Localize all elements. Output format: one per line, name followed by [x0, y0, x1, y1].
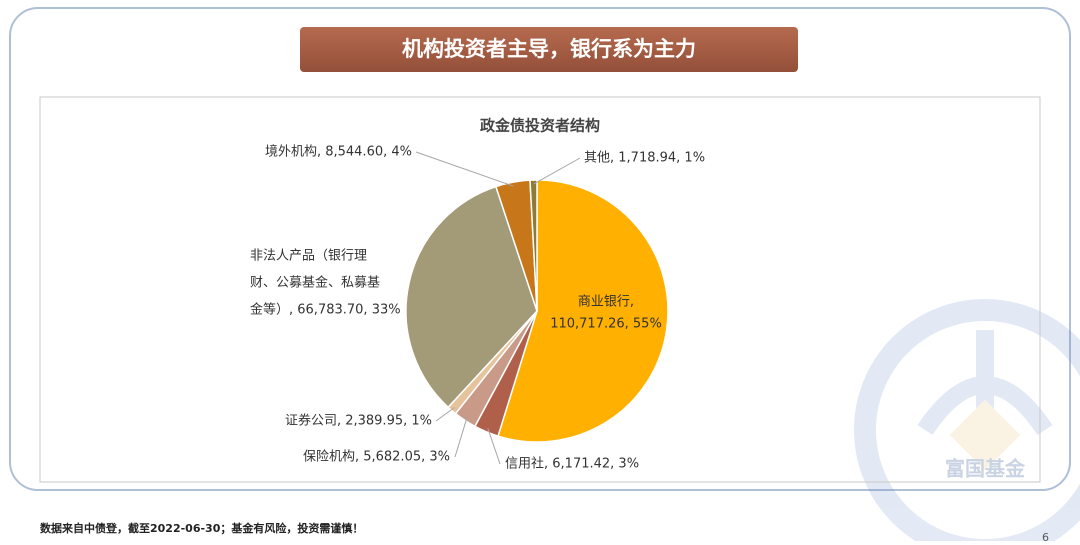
- watermark-text: 富国基金: [945, 457, 1026, 481]
- pie: 商业银行, 110,717.26, 55% 信用社, 6,171.42, 3% 保险机…: [250, 145, 705, 472]
- leader-line: [533, 157, 581, 185]
- leader-line: [487, 427, 501, 465]
- data-label: 财、公募基金、私募基: [250, 275, 380, 291]
- leader-line: [415, 151, 514, 187]
- footer: 数据来自中债登，截至2022-06-30；基金有风险，投资需谨慎！: [40, 521, 363, 535]
- data-label: 非法人产品（银行理: [250, 249, 367, 264]
- watermark-logo: [854, 299, 1080, 545]
- pie-slice: [405, 185, 538, 409]
- page-number: 6: [1042, 531, 1049, 541]
- pie-slice: [529, 179, 538, 312]
- data-label: 其他, 1,718.94, 1%: [584, 151, 705, 166]
- title-box: [300, 27, 798, 72]
- data-label: 保险机构, 5,682.05, 3%: [303, 450, 450, 465]
- data-label: 金等）, 66,783.70, 33%: [250, 302, 401, 318]
- data-label: 信用社, 6,171.42, 3%: [505, 456, 639, 472]
- leader-line: [454, 416, 468, 458]
- slide-title: 机构投资者主导，银行系为主力: [402, 37, 696, 61]
- data-label: 证券公司, 2,389.95, 1%: [285, 413, 432, 429]
- data-label: 境外机构, 8,544.60, 4%: [265, 145, 412, 160]
- data-label: 商业银行,: [578, 295, 634, 310]
- chart-title: 政金债投资者结构: [480, 117, 600, 135]
- data-label: 110,717.26, 55%: [550, 317, 662, 332]
- pie-slice: [497, 179, 669, 443]
- chart-frame: [39, 96, 1041, 483]
- leader-line: [435, 407, 455, 422]
